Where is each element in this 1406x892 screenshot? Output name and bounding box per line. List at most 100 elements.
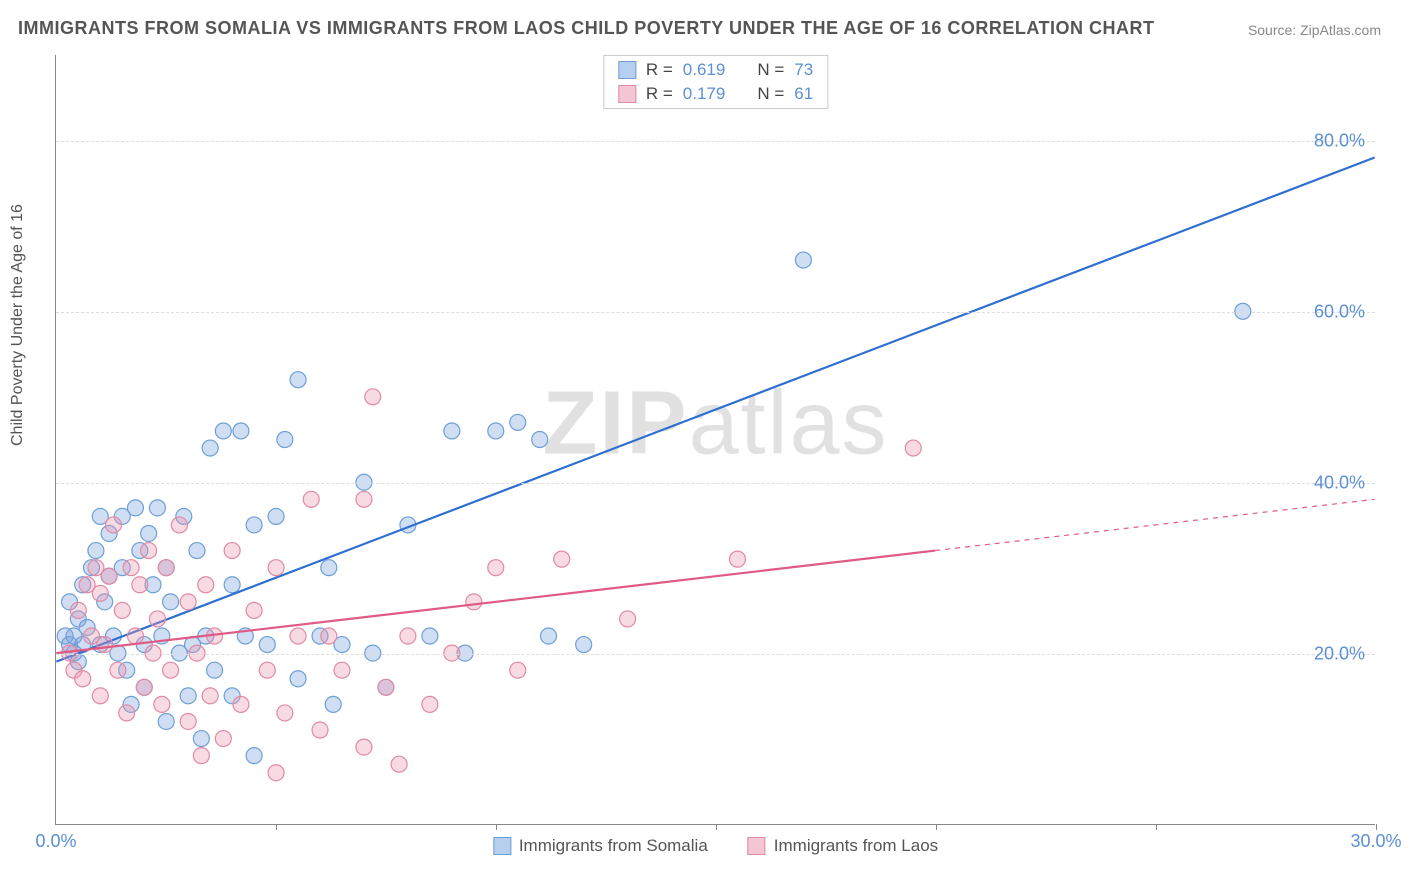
y-tick-label: 20.0% bbox=[1314, 643, 1375, 664]
chart-container: IMMIGRANTS FROM SOMALIA VS IMMIGRANTS FR… bbox=[0, 0, 1406, 892]
data-point bbox=[233, 423, 249, 439]
data-point bbox=[163, 662, 179, 678]
data-point bbox=[510, 662, 526, 678]
data-point bbox=[70, 602, 86, 618]
data-point bbox=[215, 731, 231, 747]
source-label: Source: ZipAtlas.com bbox=[1248, 22, 1381, 38]
data-point bbox=[334, 662, 350, 678]
data-point bbox=[321, 628, 337, 644]
data-point bbox=[378, 679, 394, 695]
legend-series: Immigrants from Somalia Immigrants from … bbox=[493, 836, 938, 856]
data-point bbox=[510, 414, 526, 430]
data-point bbox=[277, 432, 293, 448]
data-point bbox=[422, 696, 438, 712]
data-point bbox=[119, 705, 135, 721]
gridline-h bbox=[56, 312, 1375, 313]
data-point bbox=[158, 560, 174, 576]
data-point bbox=[92, 688, 108, 704]
data-point bbox=[365, 389, 381, 405]
data-point bbox=[66, 628, 82, 644]
legend-series-label: Immigrants from Somalia bbox=[519, 836, 708, 856]
x-tick bbox=[936, 824, 937, 830]
data-point bbox=[290, 628, 306, 644]
plot-svg bbox=[56, 55, 1375, 824]
data-point bbox=[163, 594, 179, 610]
data-point bbox=[233, 696, 249, 712]
data-point bbox=[88, 543, 104, 559]
legend-series-item: Immigrants from Laos bbox=[748, 836, 938, 856]
data-point bbox=[400, 628, 416, 644]
data-point bbox=[92, 585, 108, 601]
data-point bbox=[180, 713, 196, 729]
data-point bbox=[576, 637, 592, 653]
data-point bbox=[207, 662, 223, 678]
data-point bbox=[356, 491, 372, 507]
data-point bbox=[488, 423, 504, 439]
y-tick-label: 80.0% bbox=[1314, 130, 1375, 151]
data-point bbox=[795, 252, 811, 268]
regression-line bbox=[56, 158, 1374, 662]
data-point bbox=[202, 440, 218, 456]
data-point bbox=[101, 568, 117, 584]
gridline-h bbox=[56, 141, 1375, 142]
data-point bbox=[259, 662, 275, 678]
data-point bbox=[290, 671, 306, 687]
data-point bbox=[105, 517, 121, 533]
data-point bbox=[75, 671, 91, 687]
data-point bbox=[532, 432, 548, 448]
data-point bbox=[136, 679, 152, 695]
data-point bbox=[132, 577, 148, 593]
data-point bbox=[444, 423, 460, 439]
data-point bbox=[246, 602, 262, 618]
gridline-h bbox=[56, 483, 1375, 484]
data-point bbox=[541, 628, 557, 644]
y-tick-label: 40.0% bbox=[1314, 472, 1375, 493]
data-point bbox=[224, 543, 240, 559]
data-point bbox=[246, 517, 262, 533]
x-tick bbox=[1156, 824, 1157, 830]
data-point bbox=[422, 628, 438, 644]
data-point bbox=[180, 594, 196, 610]
x-tick-label: 0.0% bbox=[35, 831, 76, 852]
data-point bbox=[193, 748, 209, 764]
data-point bbox=[149, 500, 165, 516]
legend-swatch bbox=[493, 837, 511, 855]
data-point bbox=[141, 525, 157, 541]
data-point bbox=[356, 739, 372, 755]
gridline-h bbox=[56, 654, 1375, 655]
regression-line-dashed bbox=[935, 499, 1374, 550]
data-point bbox=[312, 722, 328, 738]
y-axis-label: Child Poverty Under the Age of 16 bbox=[9, 204, 27, 446]
data-point bbox=[268, 765, 284, 781]
legend-swatch bbox=[748, 837, 766, 855]
data-point bbox=[171, 517, 187, 533]
data-point bbox=[303, 491, 319, 507]
data-point bbox=[391, 756, 407, 772]
data-point bbox=[110, 662, 126, 678]
data-point bbox=[127, 628, 143, 644]
data-point bbox=[268, 560, 284, 576]
legend-series-item: Immigrants from Somalia bbox=[493, 836, 708, 856]
x-tick-label: 30.0% bbox=[1350, 831, 1401, 852]
data-point bbox=[127, 500, 143, 516]
plot-area: ZIPatlas R = 0.619 N = 73 R = 0.179 N = … bbox=[55, 55, 1375, 825]
data-point bbox=[224, 577, 240, 593]
data-point bbox=[268, 508, 284, 524]
data-point bbox=[554, 551, 570, 567]
data-point bbox=[154, 696, 170, 712]
y-tick-label: 60.0% bbox=[1314, 301, 1375, 322]
data-point bbox=[488, 560, 504, 576]
data-point bbox=[97, 637, 113, 653]
data-point bbox=[189, 543, 205, 559]
data-point bbox=[158, 713, 174, 729]
chart-title: IMMIGRANTS FROM SOMALIA VS IMMIGRANTS FR… bbox=[18, 18, 1155, 39]
data-point bbox=[259, 637, 275, 653]
data-point bbox=[123, 560, 139, 576]
data-point bbox=[193, 731, 209, 747]
data-point bbox=[620, 611, 636, 627]
data-point bbox=[198, 577, 214, 593]
data-point bbox=[905, 440, 921, 456]
x-tick bbox=[276, 824, 277, 830]
data-point bbox=[290, 372, 306, 388]
data-point bbox=[215, 423, 231, 439]
